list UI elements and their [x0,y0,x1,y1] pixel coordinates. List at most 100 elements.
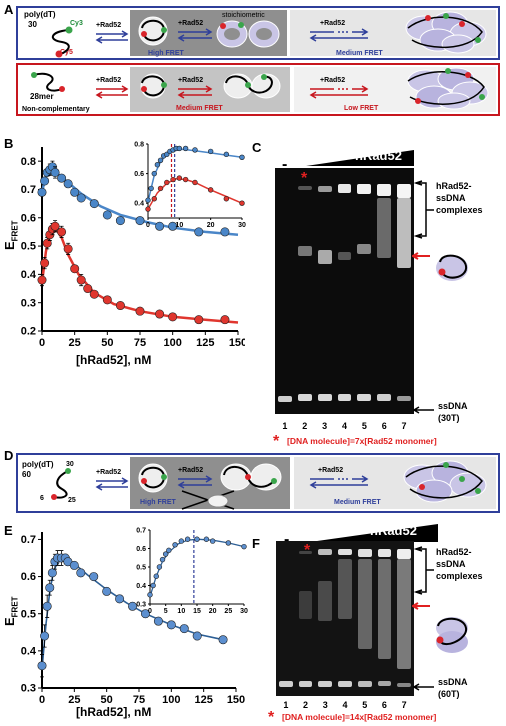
medium-fret-label: Medium FRET [336,50,383,57]
lane-number: 1 [282,421,288,431]
high-fret-label: High FRET [140,499,176,506]
asterisk-marker: * [301,170,308,187]
panel-label-a: A [4,2,14,17]
data-point [164,179,170,186]
data-point [40,176,50,186]
x-tick-label: 100 [162,694,180,706]
data-point [194,315,204,325]
data-point [42,238,52,248]
data-point [184,536,191,542]
lane-number: 5 [361,421,367,431]
data-point [223,151,230,158]
data-point [172,542,178,548]
data-point [50,221,60,231]
gel-band [397,396,411,401]
y-tick-label: 0.7 [21,534,36,546]
equilibrium-arrows-icon [95,30,129,44]
ssdna-label-line2: (60T) [438,689,460,699]
data-point [115,594,125,604]
data-point [192,631,202,641]
data-point [76,568,86,578]
ssdna-cartoon-icon [52,26,73,58]
rad52-ring-ssdna-icon [138,16,168,46]
gel-lane [317,541,333,696]
data-point [128,601,138,611]
x-tick-label: 125 [194,694,212,706]
data-point [182,145,189,152]
data-point [220,227,230,237]
y-tick-label: 0.5 [21,241,36,253]
y-tick-label: 0.3 [21,297,36,309]
rad52-double-ring-icon [412,602,468,653]
y-tick-label: 0.7 [136,527,146,534]
data-point [154,162,161,168]
noncomplementary-note: Non-complementary [22,106,90,113]
protein-title: hRad52 [370,523,417,538]
y-tick-label: 0.6 [21,212,36,224]
panel-label-d: D [4,448,14,463]
gel-band [397,549,411,559]
data-point [76,193,86,203]
gel-band [357,394,372,401]
substrate-label: 28mer [30,92,54,101]
low-fret-label: Low FRET [344,105,379,112]
equilibrium-arrows-icon [95,477,129,491]
arrow-label: +Rad52 [96,77,122,84]
data-point [155,221,165,231]
gel-f [276,541,414,696]
complex-label-line1: hRad52- [436,181,472,191]
y-tick-label: 0.6 [21,571,36,583]
data-point [102,210,112,220]
panel-d-frame: poly(dT) 60 30 6 25 +Rad52 +Rad52 High F… [16,453,500,513]
gel-band [338,681,352,687]
gel-band [377,198,392,258]
arrow-label: +Rad52 [320,77,346,84]
gel-band [338,559,352,619]
x-tick-label: 15 [193,608,201,615]
complex-label: hRad52- ssDNA complexes [436,180,483,216]
data-point [179,624,189,634]
position-label-top: 30 [66,461,74,468]
gel-band [317,394,332,401]
gel-band [377,559,392,659]
arrow-label: +Rad52 [178,77,204,84]
rad52-ring-ssdna-icon [412,252,468,281]
substrate-label: poly(dT) [22,460,54,469]
complex-label-line3: complexes [436,571,483,581]
complex-label-line2: ssDNA [436,559,466,569]
panel-a-row1-frame: poly(dT) 30 Cy3 Cy5 +Rad52 +Rad52 stoich… [16,6,500,60]
gel-band [318,681,333,687]
gel-band [298,551,313,554]
gel-band [357,559,372,649]
gel-band [397,683,411,687]
data-point [37,187,47,197]
gel-band [377,394,392,401]
gel-band [338,549,352,555]
x-tick-label: 25 [69,337,81,349]
data-point [50,167,60,177]
gel-lane [396,168,412,414]
ssdna-label: ssDNA (60T) [438,676,468,700]
equilibrium-arrows-icon [177,475,213,489]
lane-number: 1 [283,700,289,710]
rad52-ring-cluster-icon [405,11,487,54]
complex-bracket-icon [413,546,434,595]
asterisk-marker: * [273,433,280,450]
gel-lane [337,541,353,696]
data-point [153,616,163,626]
y-tick-label: 0.8 [134,141,144,148]
gel-band [357,549,372,557]
gel-band [357,681,372,687]
panel-a-row2-frame: 28mer Non-complementary +Rad52 +Rad52 Me… [16,63,500,116]
gel-band [397,184,411,198]
rad52-ring-pair-icon [216,20,280,48]
x-tick-label: 20 [207,222,215,229]
x-tick-label: 5 [164,608,168,615]
panel-label-c: C [252,140,262,155]
gel-lane [376,168,392,414]
high-fret-label: High FRET [148,50,184,57]
data-point [40,258,50,268]
arrow-label: +Rad52 [96,22,122,29]
protein-title: hRad52 [355,148,402,163]
stoichiometric-note: stoichiometric [222,12,265,19]
